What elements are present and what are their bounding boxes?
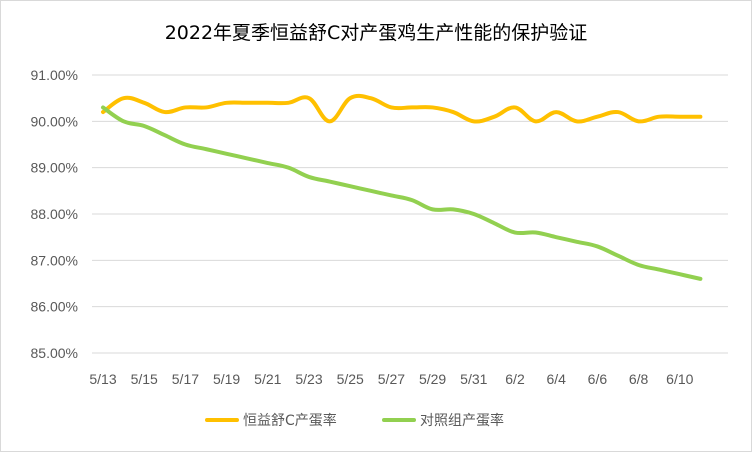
legend: 恒益舒C产蛋率 对照组产蛋率 [205,412,504,429]
x-tick-label: 5/25 [337,371,364,387]
legend-label: 恒益舒C产蛋率 [243,412,337,429]
x-tick-label: 6/4 [546,371,566,387]
y-axis-ticks: 85.00% 86.00% 87.00% 88.00% 89.00% 90.00% 91.0… [31,67,78,361]
x-tick-label: 5/21 [254,371,281,387]
y-tick-label: 90.00% [31,113,78,129]
y-tick-label: 88.00% [31,206,78,222]
series-lines [101,93,703,281]
y-tick-label: 86.00% [31,299,78,315]
x-tick-label: 5/29 [419,371,446,387]
x-tick-label: 5/27 [378,371,405,387]
x-tick-label: 6/8 [629,371,649,387]
x-tick-label: 6/2 [505,371,525,387]
y-tick-label: 87.00% [31,252,78,268]
x-tick-label: 5/17 [172,371,199,387]
x-tick-label: 5/13 [89,371,116,387]
series-line-1 [101,93,703,124]
x-tick-label: 5/19 [213,371,240,387]
x-tick-label: 6/10 [666,371,693,387]
x-axis-ticks: 5/13 5/15 5/17 5/19 5/21 5/23 5/25 5/27 5/29 5/31… [89,371,693,387]
y-tick-label: 85.00% [31,345,78,361]
y-tick-label: 91.00% [31,67,78,83]
series-line-2 [101,105,703,281]
x-tick-label: 5/31 [460,371,487,387]
x-tick-label: 5/23 [295,371,322,387]
gridlines [92,74,728,354]
chart-title: 2022年夏季恒益舒C对产蛋鸡生产性能的保护验证 [164,22,588,44]
x-tick-label: 6/6 [588,371,608,387]
x-tick-label: 5/15 [131,371,158,387]
legend-label: 对照组产蛋率 [420,412,504,429]
y-tick-label: 89.00% [31,160,78,176]
